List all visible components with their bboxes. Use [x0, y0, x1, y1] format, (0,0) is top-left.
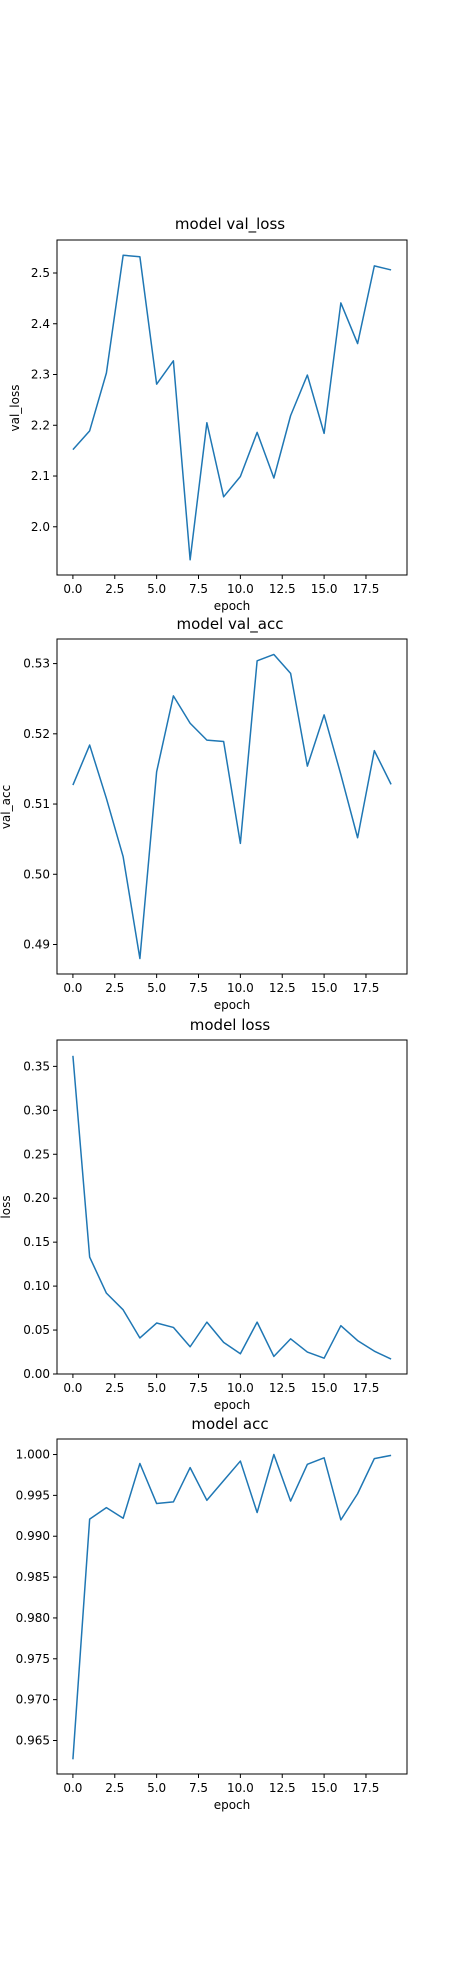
y-tick-label: 0.25 [23, 1147, 50, 1161]
y-tick-label: 0.52 [23, 727, 50, 741]
x-tick-label: 7.5 [189, 1381, 208, 1395]
plot-area-frame [56, 638, 408, 975]
x-tick-label: 10.0 [227, 1781, 254, 1795]
x-tick-label: 2.5 [105, 1781, 124, 1795]
x-tick-label: 0.0 [63, 1781, 82, 1795]
x-tick-label: 15.0 [311, 1381, 338, 1395]
x-tick-label: 15.0 [311, 981, 338, 995]
chart-title: model acc [191, 1415, 268, 1433]
x-tick-label: 10.0 [227, 1381, 254, 1395]
plot-area-frame [56, 1438, 408, 1775]
x-tick-label: 0.0 [63, 981, 82, 995]
x-axis-label: epoch [214, 599, 251, 613]
chart-marks [72, 1453, 392, 1760]
y-tick-label: 0.35 [23, 1059, 50, 1073]
y-tick-label: 2.3 [31, 368, 50, 382]
y-tick-label: 0.51 [23, 797, 50, 811]
y-tick-label: 1.000 [16, 1448, 50, 1462]
chart-title: model loss [190, 1016, 271, 1034]
y-tick-label: 0.970 [16, 1693, 50, 1707]
y-tick-label: 0.985 [16, 1570, 50, 1584]
x-tick-label: 17.5 [353, 1781, 380, 1795]
chart-marks [72, 653, 392, 960]
chart-marks [72, 1055, 392, 1360]
x-tick-label: 12.5 [269, 582, 296, 596]
y-tick-label: 0.20 [23, 1191, 50, 1205]
x-tick-label: 7.5 [189, 582, 208, 596]
x-tick-label: 0.0 [63, 1381, 82, 1395]
x-axis-label: epoch [214, 1798, 251, 1812]
x-tick-label: 5.0 [147, 582, 166, 596]
x-tick-label: 5.0 [147, 1781, 166, 1795]
x-tick-label: 12.5 [269, 981, 296, 995]
y-axis-label: loss [0, 1195, 13, 1218]
chart-marks [72, 254, 392, 561]
y-tick-label: 0.00 [23, 1367, 50, 1381]
x-tick-label: 2.5 [105, 582, 124, 596]
y-tick-label: 2.5 [31, 266, 50, 280]
y-tick-label: 2.4 [31, 317, 50, 331]
x-tick-label: 5.0 [147, 1381, 166, 1395]
x-tick-label: 12.5 [269, 1781, 296, 1795]
x-tick-label: 0.0 [63, 582, 82, 596]
x-tick-label: 7.5 [189, 1781, 208, 1795]
y-tick-label: 2.2 [31, 418, 50, 432]
y-tick-label: 2.1 [31, 469, 50, 483]
x-tick-label: 7.5 [189, 981, 208, 995]
series-line [72, 1055, 392, 1360]
y-tick-label: 0.30 [23, 1103, 50, 1117]
x-tick-label: 17.5 [353, 582, 380, 596]
x-tick-label: 2.5 [105, 1381, 124, 1395]
y-tick-label: 0.50 [23, 867, 50, 881]
x-tick-label: 12.5 [269, 1381, 296, 1395]
chart-loss: model loss epoch loss 0.0 2.5 5.0 7.5 10.0 12… [0, 1016, 408, 1412]
plot-area-frame [56, 239, 408, 576]
y-tick-label: 0.10 [23, 1279, 50, 1293]
plot-area-frame [56, 1039, 408, 1375]
x-tick-label: 10.0 [227, 582, 254, 596]
x-tick-label: 10.0 [227, 981, 254, 995]
y-tick-label: 0.49 [23, 938, 50, 952]
y-tick-label: 0.05 [23, 1323, 50, 1337]
x-tick-label: 5.0 [147, 981, 166, 995]
y-axis-label: val_loss [8, 385, 22, 432]
series-line [72, 653, 392, 960]
y-tick-label: 0.53 [23, 657, 50, 671]
series-line [72, 1453, 392, 1760]
chart-val-acc: model val_acc epoch val_acc 0.0 2.5 5.0 7.5… [0, 615, 408, 1012]
x-tick-label: 17.5 [353, 981, 380, 995]
chart-title: model val_loss [175, 215, 285, 234]
y-tick-label: 0.15 [23, 1235, 50, 1249]
chart-acc: model acc epoch acc 0.0 2.5 5.0 7.5 10.0 12.5… [0, 1415, 408, 1812]
x-tick-label: 2.5 [105, 981, 124, 995]
x-axis-label: epoch [214, 1398, 251, 1412]
y-tick-label: 0.975 [16, 1652, 50, 1666]
x-tick-label: 15.0 [311, 582, 338, 596]
y-tick-label: 0.995 [16, 1488, 50, 1502]
x-tick-label: 15.0 [311, 1781, 338, 1795]
y-tick-label: 0.980 [16, 1611, 50, 1625]
y-tick-label: 0.990 [16, 1529, 50, 1543]
series-line [72, 254, 392, 561]
y-tick-label: 0.965 [16, 1734, 50, 1748]
chart-val-loss: model val_loss epoch val_loss 0.0 2.5 5.0 7… [8, 215, 408, 613]
chart-title: model val_acc [177, 615, 284, 634]
x-axis-label: epoch [214, 998, 251, 1012]
y-tick-label: 2.0 [31, 520, 50, 534]
x-tick-label: 17.5 [353, 1381, 380, 1395]
y-axis-label: acc [0, 1597, 3, 1618]
y-axis-label: val_acc [0, 785, 13, 829]
